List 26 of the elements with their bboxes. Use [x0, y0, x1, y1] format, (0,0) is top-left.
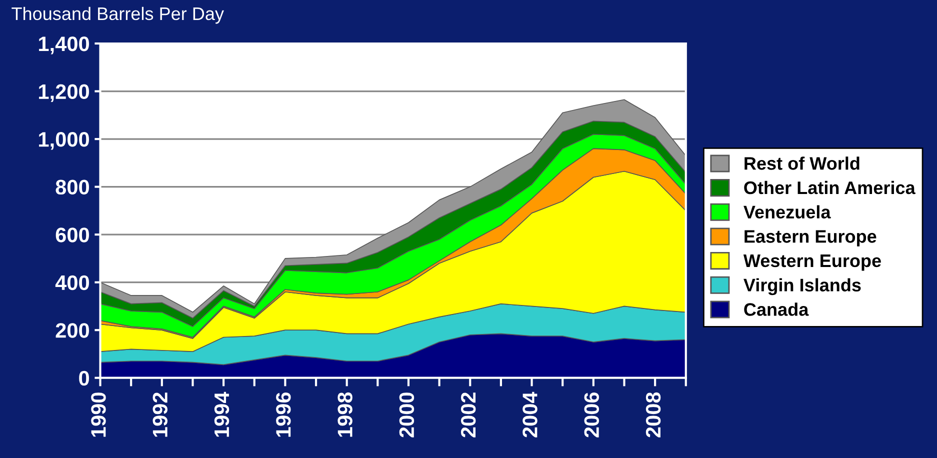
x-tick-label: 2000: [399, 392, 414, 438]
y-tick-label: 400: [55, 275, 89, 290]
y-tick-label: 0: [79, 370, 89, 386]
legend-label: Venezuela: [744, 205, 831, 218]
y-tick-label: 1,000: [39, 132, 89, 150]
legend-label: Rest of World: [744, 156, 860, 170]
x-tick-label: 2004: [522, 392, 538, 438]
x-tick-label: 1990: [91, 392, 106, 437]
x-tick-label: 1992: [152, 392, 168, 437]
y-tick-label: 200: [56, 323, 89, 338]
legend-label: Western Europe: [743, 254, 881, 271]
legend-label: Eastern Europe: [744, 230, 876, 246]
x-tick-label: 1998: [338, 392, 352, 437]
legend-label: Virgin Islands: [744, 278, 861, 296]
legend-label: Canada: [744, 302, 809, 316]
x-tick-label: 1994: [214, 392, 230, 437]
y-axis-title: Thousand Barrels Per Day: [12, 6, 224, 24]
legend-label: Other Latin America: [744, 180, 916, 194]
y-tick-label: 1,400: [39, 36, 89, 54]
y-tick-label: 1,200: [39, 84, 89, 102]
x-tick-label: 1996: [276, 392, 291, 437]
y-tick-label: 800: [56, 180, 89, 195]
x-tick-label: 2002: [460, 392, 476, 438]
x-tick-label: 2006: [584, 392, 600, 438]
y-tick-label: 600: [56, 228, 89, 242]
x-tick-label: 2008: [646, 392, 661, 438]
